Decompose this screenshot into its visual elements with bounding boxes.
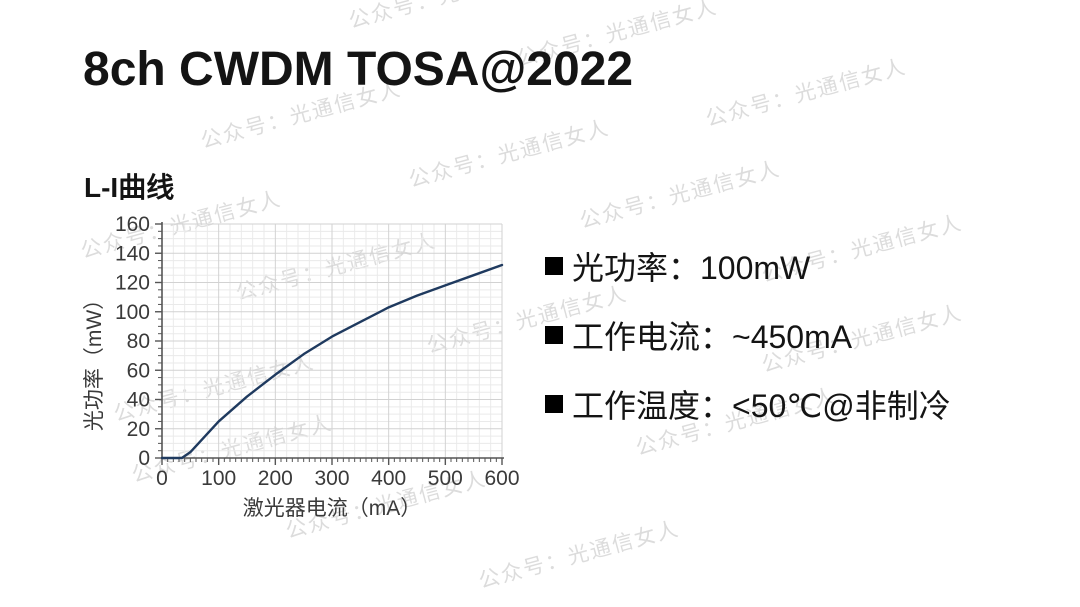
- svg-text:0: 0: [138, 447, 150, 470]
- spec-list: 光功率：100mW 工作电流：~450mA 工作温度：<50℃@非制冷: [545, 246, 951, 453]
- bullet-square-icon: [545, 257, 563, 275]
- spec-item-operating-current: 工作电流：~450mA: [545, 315, 951, 355]
- svg-text:20: 20: [127, 418, 150, 441]
- svg-text:160: 160: [115, 213, 150, 236]
- svg-text:140: 140: [115, 242, 150, 265]
- spec-text: 工作温度：<50℃@非制冷: [572, 388, 951, 424]
- spec-item-operating-temperature: 工作温度：<50℃@非制冷: [545, 384, 951, 424]
- svg-text:300: 300: [314, 467, 349, 490]
- page-title: 8ch CWDM TOSA@2022: [83, 43, 634, 96]
- svg-text:60: 60: [127, 359, 150, 382]
- bullet-square-icon: [545, 326, 563, 344]
- spec-item-optical-power: 光功率：100mW: [545, 246, 951, 286]
- svg-text:500: 500: [428, 467, 463, 490]
- svg-text:200: 200: [258, 467, 293, 490]
- svg-text:120: 120: [115, 272, 150, 295]
- spec-text: 光功率：100mW: [572, 250, 811, 286]
- x-axis-title: 激光器电流（mA）: [242, 497, 422, 520]
- svg-text:600: 600: [484, 467, 519, 490]
- svg-text:400: 400: [371, 467, 406, 490]
- spec-text: 工作电流：~450mA: [572, 319, 853, 355]
- svg-text:0: 0: [156, 467, 168, 490]
- chart-section-title: L-I曲线: [84, 172, 175, 203]
- bullet-square-icon: [545, 395, 563, 413]
- svg-text:100: 100: [201, 467, 236, 490]
- li-curve-chart: 0 100 200 300 400 500 600 0 20 40 60 80 100 120 140 160: [115, 213, 520, 490]
- y-axis-title: 光功率（mW）: [83, 288, 106, 432]
- svg-text:100: 100: [115, 301, 150, 324]
- svg-text:40: 40: [127, 389, 150, 412]
- svg-text:80: 80: [127, 330, 150, 353]
